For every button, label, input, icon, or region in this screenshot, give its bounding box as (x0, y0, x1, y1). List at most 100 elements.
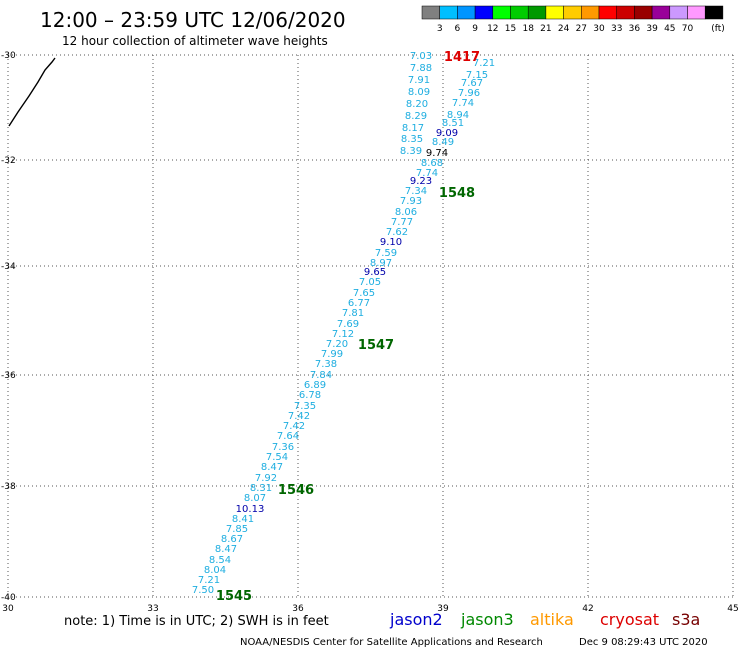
swh-value-label: 8.49 (432, 137, 454, 148)
legend-label: 21 (540, 24, 551, 34)
swh-value-label: 8.20 (406, 99, 428, 110)
legend-label: 30 (593, 24, 605, 34)
legend-label: 12 (487, 24, 498, 34)
legend-label: 33 (611, 24, 622, 34)
pass-time-label: 1545 (216, 589, 252, 604)
map-area: 30 33 36 39 42 45-30-32-34-36-38-40 7.037.887… (1, 50, 739, 614)
legend-label: 70 (682, 24, 694, 34)
lon-tick-label: 39 (437, 604, 449, 614)
legend-swatch (545, 5, 564, 20)
satellite-legend-item: jason2 (389, 610, 443, 629)
lon-tick-label: 33 (147, 604, 158, 614)
legend-swatch (687, 5, 706, 20)
swh-value-label: 8.47 (215, 544, 237, 555)
swh-value-label: 7.88 (410, 63, 432, 74)
generation-timestamp: Dec 9 08:29:43 UTC 2020 (579, 637, 708, 648)
swh-value-label: 7.96 (458, 88, 480, 99)
lon-tick-label: 30 (2, 604, 14, 614)
swh-value-label: 7.36 (272, 442, 294, 453)
swh-value-label: 8.39 (400, 146, 422, 157)
satellite-legend-item: s3a (672, 610, 700, 629)
swh-value-label: 10.13 (236, 504, 265, 515)
swh-value-label: 7.42 (288, 411, 310, 422)
legend-swatch (634, 5, 653, 20)
swh-value-label: 7.85 (226, 524, 248, 535)
swh-value-label: 7.21 (198, 575, 220, 586)
satellite-legend-item: cryosat (600, 610, 659, 629)
legend-swatch (616, 5, 635, 20)
lat-lon-grid (7, 54, 734, 598)
pass-time-labels: 1417 1548 1547 1546 1545 (216, 50, 480, 604)
lon-tick-label: 42 (582, 604, 593, 614)
legend-label: 6 (455, 24, 461, 34)
lat-tick-label: -30 (1, 51, 16, 61)
pass-time-label: 1547 (358, 338, 394, 353)
satellite-legend-item: altika (530, 610, 574, 629)
legend-label: 36 (629, 24, 641, 34)
legend-swatch (651, 5, 671, 20)
swh-value-label: 7.67 (461, 78, 483, 89)
legend-swatch (563, 5, 582, 20)
credit-line: NOAA/NESDIS Center for Satellite Applica… (240, 637, 543, 648)
swh-value-label: 8.41 (232, 514, 254, 525)
lat-tick-label: -34 (1, 262, 16, 272)
swh-value-label: 8.97 (370, 258, 392, 269)
swh-value-label: 7.69 (337, 319, 359, 330)
map-title: 12:00 – 23:59 UTC 12/06/2020 (40, 8, 346, 32)
swh-value-label: 8.04 (204, 565, 226, 576)
swh-value-label: 7.03 (410, 51, 432, 62)
axis-tick-labels: 30 33 36 39 42 45 -30 -32 -34 -36 -38 -40 (1, 51, 739, 614)
pass-time-label: 1417 (444, 50, 480, 65)
swh-value-label: 7.59 (375, 248, 397, 259)
legend-swatch (704, 5, 724, 20)
pass-time-label: 1548 (439, 186, 475, 201)
lon-tick-label: 45 (727, 604, 738, 614)
legend-label: 24 (558, 24, 570, 34)
swh-value-label: 7.21 (473, 58, 495, 69)
legend-label: 9 (472, 24, 478, 34)
swh-value-label: 8.07 (244, 493, 266, 504)
lat-tick-label: -38 (1, 482, 16, 492)
swh-value-label: 8.09 (408, 87, 430, 98)
swh-value-label: 7.20 (326, 339, 348, 350)
legend-swatch (492, 5, 511, 20)
swh-value-label: 7.92 (255, 473, 277, 484)
satellite-legend: jason2 jason3 altika cryosat s3a (389, 610, 700, 629)
swh-value-label: 7.91 (408, 75, 430, 86)
swh-value-label: 7.93 (400, 196, 422, 207)
swh-value-label: 9.09 (436, 128, 458, 139)
legend-label: 39 (646, 24, 658, 34)
legend-swatch (457, 5, 476, 20)
satellite-legend-item: jason3 (460, 610, 514, 629)
legend-label: 45 (664, 24, 675, 34)
swh-value-label: 9.10 (380, 237, 402, 248)
swh-value-label: 8.35 (401, 134, 423, 145)
swh-value-label: 7.34 (405, 186, 427, 197)
map-subtitle: 12 hour collection of altimeter wave hei… (62, 34, 328, 48)
footer-note: note: 1) Time is in UTC; 2) SWH is in fe… (64, 614, 329, 629)
swh-value-label: 9.65 (364, 267, 386, 278)
lat-tick-label: -36 (1, 371, 16, 381)
swh-value-label: 8.68 (421, 158, 443, 169)
swh-value-label: 8.94 (447, 110, 469, 121)
lat-tick-label: -40 (1, 593, 16, 603)
swh-value-label: 7.38 (315, 359, 337, 370)
coastline (8, 57, 56, 127)
legend-swatch (669, 5, 688, 20)
legend-swatch (581, 5, 600, 20)
legend-swatch (439, 5, 458, 20)
lat-tick-label: -32 (1, 156, 16, 166)
swh-value-label: 6.89 (304, 380, 326, 391)
swh-value-label: 7.74 (416, 168, 438, 179)
swh-value-label: 8.51 (442, 118, 464, 129)
swh-value-label: 7.84 (310, 370, 332, 381)
swh-value-label: 7.77 (391, 217, 413, 228)
swh-value-label: 6.77 (348, 298, 370, 309)
legend-label: 15 (505, 24, 516, 34)
pass-time-label: 1546 (278, 483, 314, 498)
lon-tick-label: 36 (292, 604, 304, 614)
swh-value-label: 7.05 (359, 277, 381, 288)
swh-value-label: 7.12 (332, 329, 354, 340)
